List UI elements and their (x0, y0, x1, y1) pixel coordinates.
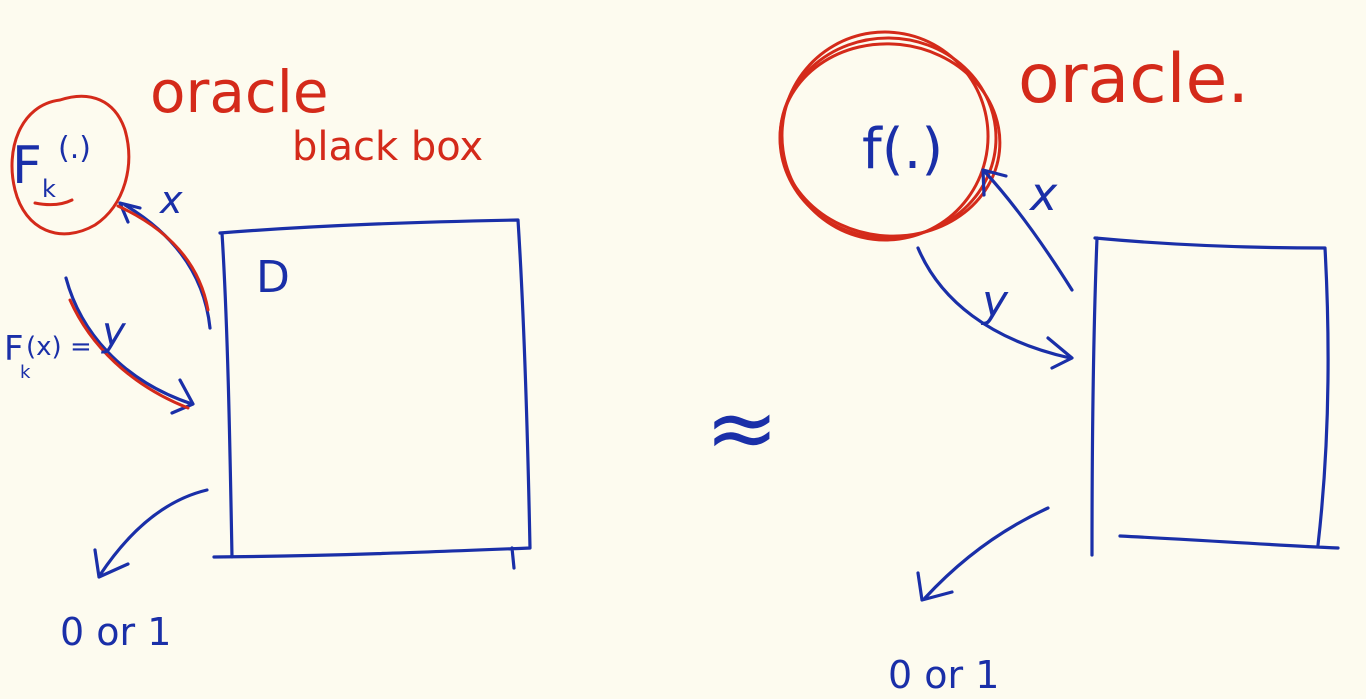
left-input-arrow (123, 203, 212, 330)
left-diagram: F k (.) oracle black box x F k (x) = y D… (4, 58, 532, 654)
right-oracle-circle (778, 30, 1002, 242)
left-output-main: F (4, 329, 24, 369)
right-input-label: x (1028, 167, 1058, 221)
right-oracle-label: oracle. (1018, 40, 1249, 119)
left-output-arrowhead (170, 378, 195, 415)
left-function-args: (.) (58, 131, 91, 166)
left-box-label: D (256, 252, 290, 303)
left-output-red-overlay (68, 298, 190, 410)
left-output-var: y (101, 309, 127, 355)
left-output-arrow (64, 276, 194, 406)
left-oracle-circle-flick (33, 198, 74, 207)
right-input-arrowhead (981, 168, 1008, 197)
left-oracle-circle (10, 94, 131, 236)
left-result-label: 0 or 1 (60, 610, 171, 654)
right-function-label: f(.) (862, 117, 943, 182)
left-input-arrowhead (118, 201, 142, 224)
left-function-sub: k (42, 175, 56, 203)
right-result-arrow (923, 506, 1050, 600)
left-function-main: F (12, 136, 42, 196)
left-oracle-label: oracle (150, 58, 329, 126)
approx-symbol: ≈ (705, 376, 779, 479)
left-result-arrow (98, 488, 209, 577)
left-output-sub: k (20, 362, 31, 383)
right-result-arrowhead (916, 571, 954, 602)
right-output-arrow (916, 246, 1072, 360)
left-input-label: x (159, 178, 183, 222)
left-black-box-label: black box (292, 124, 483, 170)
left-output-args: (x) = (26, 332, 92, 362)
right-diagram: f(.) oracle. x y 0 or 1 (778, 30, 1340, 697)
right-output-var: y (980, 276, 1009, 327)
left-box-D (212, 218, 532, 570)
right-box (1090, 236, 1340, 557)
left-input-red-overlay (116, 204, 210, 312)
left-result-arrowhead (93, 548, 130, 579)
right-result-label: 0 or 1 (888, 653, 999, 697)
right-output-arrowhead (1046, 336, 1074, 370)
right-input-arrow (983, 170, 1074, 292)
